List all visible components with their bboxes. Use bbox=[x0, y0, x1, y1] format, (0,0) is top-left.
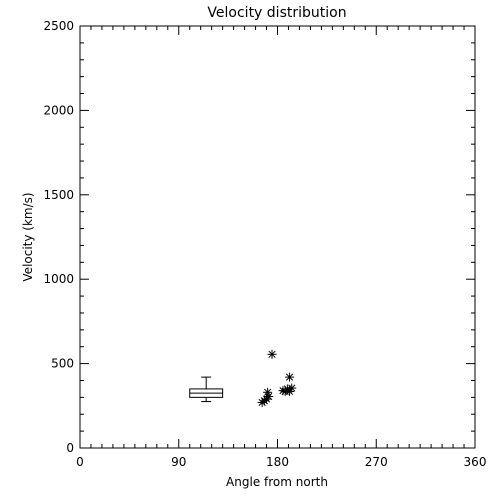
y-tick-label: 0 bbox=[66, 441, 74, 455]
data-point bbox=[267, 349, 277, 359]
x-tick-label: 90 bbox=[171, 455, 186, 469]
data-points bbox=[257, 349, 297, 407]
velocity-boxplot bbox=[189, 376, 224, 403]
y-tick-label: 2000 bbox=[43, 103, 74, 117]
data-point bbox=[264, 392, 274, 402]
x-tick-label: 360 bbox=[464, 455, 487, 469]
y-axis: 0 500 1000 1500 2000 2500 bbox=[43, 19, 475, 455]
x-tick-label: 0 bbox=[76, 455, 84, 469]
point-stroke bbox=[265, 392, 273, 401]
data-point bbox=[287, 383, 297, 393]
x-axis: 0 90 180 270 360 bbox=[76, 26, 486, 469]
x-tick-label: 270 bbox=[365, 455, 388, 469]
plot-frame bbox=[79, 25, 476, 449]
y-tick-label: 500 bbox=[51, 357, 74, 371]
y-tick-label: 2500 bbox=[43, 19, 74, 33]
y-tick-label: 1500 bbox=[43, 188, 74, 202]
x-axis-label: Angle from north bbox=[226, 475, 328, 489]
point-stroke bbox=[268, 350, 276, 358]
x-tick-label: 180 bbox=[266, 455, 289, 469]
point-stroke bbox=[285, 373, 294, 381]
y-tick-label: 1000 bbox=[43, 272, 74, 286]
point-stroke bbox=[288, 384, 296, 392]
point-stroke bbox=[264, 388, 272, 396]
y-axis-label: Velocity (km/s) bbox=[21, 192, 35, 281]
chart-title: Velocity distribution bbox=[207, 5, 346, 21]
data-point bbox=[285, 372, 295, 382]
